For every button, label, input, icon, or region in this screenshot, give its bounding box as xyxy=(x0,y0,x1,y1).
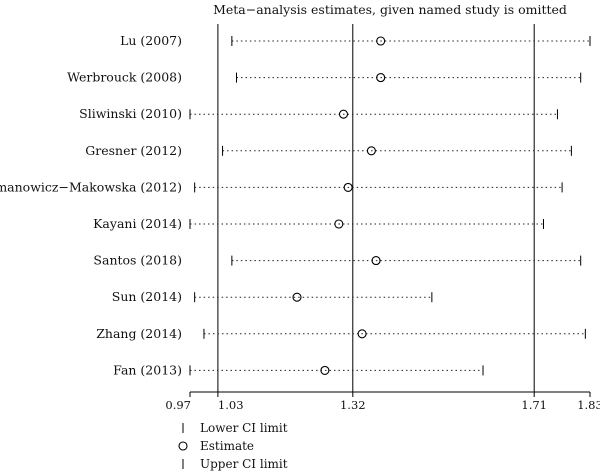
study-row: Sun (2014) xyxy=(112,289,433,304)
estimate-marker xyxy=(357,329,367,339)
study-label: Werbrouck (2008) xyxy=(67,70,182,85)
study-row: Werbrouck (2008) xyxy=(67,70,582,85)
study-row: Kayani (2014) xyxy=(93,216,544,231)
x-tick-label: 0.97 xyxy=(165,398,191,412)
study-label: Sun (2014) xyxy=(112,289,182,304)
legend-label: Upper CI limit xyxy=(200,457,288,471)
legend-label: Lower CI limit xyxy=(200,421,288,435)
x-tick-label: 1.71 xyxy=(521,398,547,412)
study-label: Romanowicz−Makowska (2012) xyxy=(0,179,182,194)
x-axis: 0.97 1.03 1.32 1.71 1.83 xyxy=(165,391,600,412)
study-label: Gresner (2012) xyxy=(85,143,182,158)
x-tick-label: 1.32 xyxy=(340,398,366,412)
legend-item: Upper CI limit xyxy=(182,457,288,471)
estimate-marker xyxy=(338,109,349,119)
legend-item: Lower CI limit xyxy=(182,421,288,435)
study-row: Gresner (2012) xyxy=(85,143,572,158)
study-label: Santos (2018) xyxy=(93,253,182,268)
estimate-marker xyxy=(334,219,344,229)
estimate-marker xyxy=(366,146,376,156)
plot-area: Lu (2007) Werbrouck (2008) Sliwinski (2010… xyxy=(0,24,591,392)
study-row: Santos (2018) xyxy=(93,253,582,268)
study-row: Fan (2013) xyxy=(113,362,484,377)
estimate-marker xyxy=(343,182,353,192)
legend-label: Estimate xyxy=(200,439,254,453)
estimate-marker xyxy=(376,73,386,83)
study-label: Fan (2013) xyxy=(113,362,182,377)
estimate-marker xyxy=(371,256,381,266)
estimate-marker xyxy=(376,36,386,46)
x-tick-label: 1.03 xyxy=(218,398,244,412)
study-row: Romanowicz−Makowska (2012) xyxy=(0,179,563,194)
legend-item: Estimate xyxy=(178,439,254,453)
x-tick-label: 1.83 xyxy=(577,398,600,412)
estimate-marker xyxy=(320,365,330,375)
estimate-marker xyxy=(292,292,302,302)
chart-title: Meta−analysis estimates, given named stu… xyxy=(213,2,567,17)
legend: Lower CI limit Estimate Upper CI limit xyxy=(178,421,288,471)
study-label: Kayani (2014) xyxy=(93,216,182,231)
study-row: Sliwinski (2010) xyxy=(79,106,558,121)
study-label: Sliwinski (2010) xyxy=(79,106,182,121)
study-row: Lu (2007) xyxy=(120,33,591,48)
study-row: Zhang (2014) xyxy=(96,326,586,341)
study-label: Lu (2007) xyxy=(120,33,182,48)
study-label: Zhang (2014) xyxy=(96,326,182,341)
legend-estimate-symbol xyxy=(178,441,188,451)
